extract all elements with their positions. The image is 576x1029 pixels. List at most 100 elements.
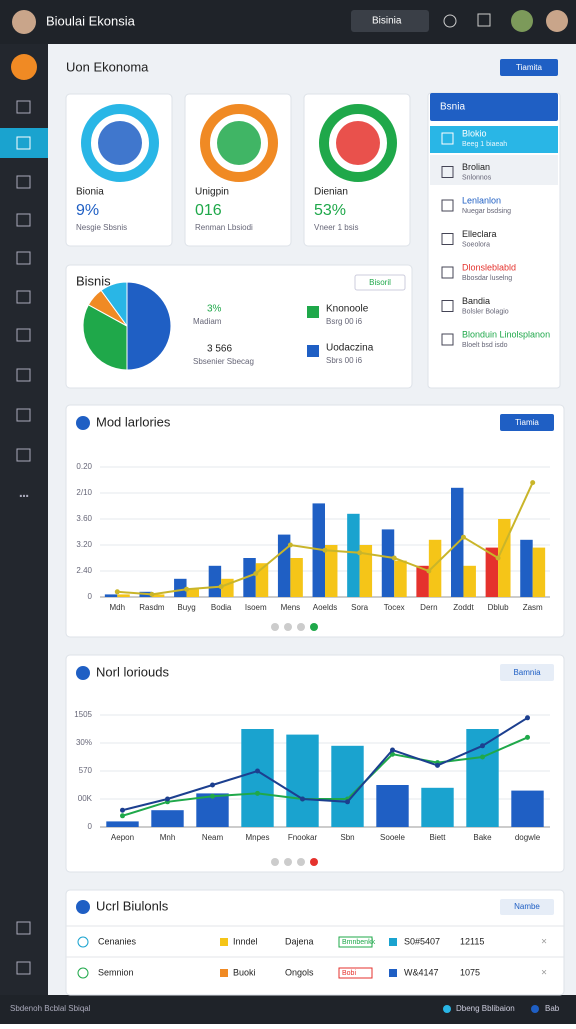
point (210, 793, 215, 799)
x-tick-label: Buyg (177, 603, 195, 612)
bar (485, 547, 499, 597)
nav-icon[interactable] (16, 213, 31, 227)
dropdown[interactable] (354, 274, 406, 291)
footer-link[interactable]: Dbeng Bblibaion (456, 1004, 515, 1013)
page-dot[interactable] (271, 623, 279, 631)
point (480, 743, 485, 749)
button[interactable] (500, 899, 554, 915)
y-tick-label: 2.40 (76, 566, 92, 575)
nav-icon[interactable] (16, 448, 31, 462)
avatar[interactable] (546, 10, 568, 32)
list-item-hover[interactable] (430, 155, 558, 185)
nav-icon[interactable] (16, 961, 31, 975)
point (210, 782, 215, 788)
point (345, 799, 350, 805)
nav-active[interactable] (0, 128, 48, 158)
chart-icon (76, 666, 90, 680)
bar (532, 547, 546, 597)
stat-label: Sbrs 00 i6 (326, 356, 363, 365)
page-dot[interactable] (271, 858, 279, 866)
dropdown-label: Bisinia (372, 16, 402, 27)
chart-title: Norl loriouds (96, 664, 169, 679)
page-dot[interactable] (297, 623, 305, 631)
item-title[interactable]: Brolian (462, 162, 490, 172)
row-icon (77, 936, 89, 948)
row-icon (77, 967, 89, 979)
badge (338, 936, 373, 948)
close-icon[interactable]: × (541, 968, 547, 979)
cell: Dajena (285, 936, 314, 946)
page-dot[interactable] (284, 858, 292, 866)
point (525, 734, 530, 740)
item-title[interactable]: Blonduin Linolsplanon (462, 329, 550, 339)
page-dot[interactable] (310, 858, 318, 866)
bar (325, 545, 338, 597)
cell: Bobi (342, 970, 356, 977)
kpi-icon (319, 104, 397, 182)
nav-icon[interactable] (16, 368, 31, 382)
button[interactable] (500, 664, 554, 681)
y-tick-label: 0.20 (76, 462, 92, 471)
kpi-value: 016 (195, 202, 222, 219)
page-dot[interactable] (284, 623, 292, 631)
icon[interactable] (443, 14, 457, 28)
point (255, 768, 260, 774)
point (149, 591, 155, 597)
x-tick-label: Mdh (110, 603, 126, 612)
stat-value: 3% (207, 304, 222, 315)
item-icon (441, 166, 454, 178)
panel-header (430, 93, 558, 121)
item-title[interactable]: Bandia (462, 296, 490, 306)
swatch (220, 938, 228, 946)
point (114, 589, 120, 595)
bar (416, 565, 429, 597)
chart-title: Mod larlories (96, 414, 171, 429)
item-title[interactable]: Elleclara (462, 229, 497, 239)
close-icon[interactable]: × (541, 937, 547, 948)
item-icon (441, 300, 454, 312)
bar (381, 529, 395, 597)
nav-icon[interactable] (16, 921, 31, 935)
dropdown[interactable] (351, 10, 429, 32)
kpi-icon (98, 121, 142, 165)
x-tick-label: Sooele (380, 833, 405, 842)
button[interactable] (500, 59, 558, 76)
nav-icon[interactable] (16, 175, 31, 189)
bar (359, 545, 373, 597)
page-dot[interactable] (297, 858, 305, 866)
nav-icon[interactable] (16, 136, 31, 150)
item-subtitle: Bbosdar luselng (462, 275, 512, 282)
footer-text: Bab (545, 1004, 560, 1013)
avatar[interactable] (12, 10, 36, 34)
logo (11, 54, 37, 80)
item-title[interactable]: Blokio (462, 128, 487, 138)
point (253, 571, 259, 577)
card-title: Bisnis (76, 273, 111, 288)
y-tick-label: 2/10 (76, 488, 92, 497)
stat-value: 3 566 (207, 344, 232, 355)
item-icon (441, 333, 454, 346)
nav-icon[interactable] (16, 408, 31, 422)
nav-icon[interactable] (16, 100, 31, 114)
nav-icon[interactable] (16, 251, 31, 265)
nav-icon[interactable] (16, 328, 31, 342)
y-tick-label: 1505 (74, 710, 92, 719)
top-bar (0, 0, 576, 44)
button[interactable] (500, 414, 554, 431)
x-tick-label: Bodia (211, 603, 232, 612)
bar (186, 589, 199, 597)
y-tick-label: 30% (76, 738, 92, 747)
kpi-note: Nesgie Sbsnis (76, 223, 127, 232)
point (460, 534, 466, 540)
line (122, 736, 528, 817)
item-title[interactable]: Lenlanlon (462, 195, 501, 205)
icon[interactable] (477, 13, 491, 27)
x-tick-label: Zasm (523, 603, 543, 612)
page-dot[interactable] (310, 623, 318, 631)
x-tick-label: Neam (202, 833, 224, 842)
point (322, 547, 328, 553)
item-title[interactable]: Dlonsleblabld (462, 262, 516, 272)
avatar[interactable] (511, 10, 533, 32)
list-item-selected[interactable] (430, 126, 558, 153)
nav-icon[interactable] (16, 290, 31, 304)
